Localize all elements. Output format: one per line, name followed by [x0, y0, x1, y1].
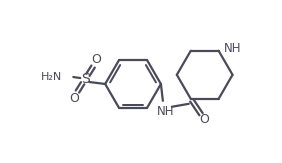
Text: O: O: [200, 113, 210, 126]
Text: NH: NH: [157, 105, 175, 118]
Text: H₂N: H₂N: [41, 72, 62, 82]
Text: O: O: [69, 92, 79, 105]
Text: NH: NH: [224, 42, 241, 55]
Text: S: S: [81, 72, 90, 86]
Text: O: O: [91, 53, 101, 66]
